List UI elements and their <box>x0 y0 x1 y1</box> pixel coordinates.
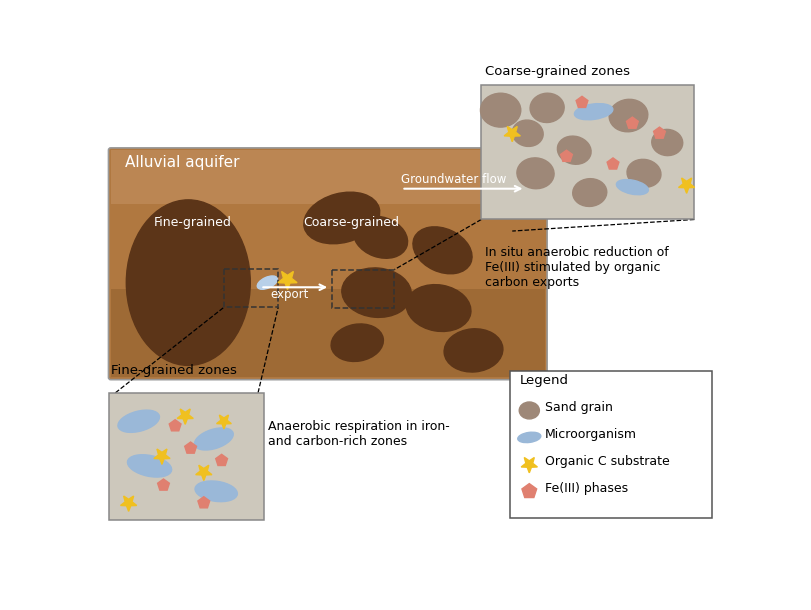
Ellipse shape <box>530 93 564 123</box>
Text: Fe(III) phases: Fe(III) phases <box>544 482 627 495</box>
Ellipse shape <box>353 216 407 258</box>
Text: Legend: Legend <box>519 375 569 387</box>
Ellipse shape <box>195 481 237 501</box>
Polygon shape <box>169 420 181 431</box>
Ellipse shape <box>127 454 171 477</box>
Polygon shape <box>521 484 536 498</box>
Polygon shape <box>607 158 618 169</box>
Text: Microorganism: Microorganism <box>544 428 636 441</box>
Ellipse shape <box>413 227 471 274</box>
Ellipse shape <box>651 129 682 156</box>
Polygon shape <box>153 449 169 464</box>
Polygon shape <box>678 178 694 193</box>
Ellipse shape <box>195 428 233 450</box>
Text: Anaerobic respiration in iron-
and carbon-rich zones: Anaerobic respiration in iron- and carbo… <box>268 420 449 448</box>
Polygon shape <box>626 117 637 128</box>
Text: Alluvial aquifer: Alluvial aquifer <box>125 155 239 170</box>
Bar <box>481 85 693 220</box>
Polygon shape <box>653 127 664 138</box>
Text: Fine-grained: Fine-grained <box>154 216 232 229</box>
Text: Organic C substrate: Organic C substrate <box>544 455 669 468</box>
Ellipse shape <box>331 324 383 362</box>
Text: Coarse-grained: Coarse-grained <box>303 216 398 229</box>
Bar <box>224 269 278 307</box>
Text: export: export <box>270 288 308 301</box>
Ellipse shape <box>480 93 520 127</box>
Ellipse shape <box>341 268 411 317</box>
Polygon shape <box>120 496 136 511</box>
Text: Coarse-grained zones: Coarse-grained zones <box>484 65 629 77</box>
Polygon shape <box>177 409 193 425</box>
FancyBboxPatch shape <box>109 148 547 379</box>
Text: Groundwater flow: Groundwater flow <box>401 173 506 186</box>
Polygon shape <box>560 150 572 161</box>
Ellipse shape <box>556 136 590 164</box>
Ellipse shape <box>444 329 502 372</box>
Ellipse shape <box>517 158 553 188</box>
FancyBboxPatch shape <box>509 371 711 518</box>
Ellipse shape <box>518 402 539 419</box>
Bar <box>110 150 544 204</box>
Polygon shape <box>504 126 520 142</box>
Bar <box>332 270 394 308</box>
Ellipse shape <box>118 410 159 432</box>
Bar <box>110 289 544 378</box>
Polygon shape <box>217 415 231 429</box>
Ellipse shape <box>512 120 543 146</box>
Polygon shape <box>216 454 227 465</box>
Ellipse shape <box>572 179 606 206</box>
Polygon shape <box>157 479 169 490</box>
Text: Fine-grained zones: Fine-grained zones <box>110 364 236 377</box>
Polygon shape <box>198 497 209 508</box>
Ellipse shape <box>406 285 470 331</box>
Polygon shape <box>277 271 297 290</box>
Ellipse shape <box>608 99 647 132</box>
Polygon shape <box>575 96 587 107</box>
Ellipse shape <box>573 104 612 120</box>
Polygon shape <box>184 442 196 453</box>
Ellipse shape <box>626 159 660 187</box>
Ellipse shape <box>257 276 277 289</box>
Text: Sand grain: Sand grain <box>544 401 612 414</box>
Polygon shape <box>521 458 537 473</box>
Polygon shape <box>195 465 212 481</box>
Ellipse shape <box>517 432 540 443</box>
Ellipse shape <box>303 192 380 244</box>
Ellipse shape <box>616 179 647 195</box>
Ellipse shape <box>127 200 250 365</box>
Bar <box>109 393 264 520</box>
Text: In situ anaerobic reduction of
Fe(III) stimulated by organic
carbon exports: In situ anaerobic reduction of Fe(III) s… <box>484 246 668 290</box>
